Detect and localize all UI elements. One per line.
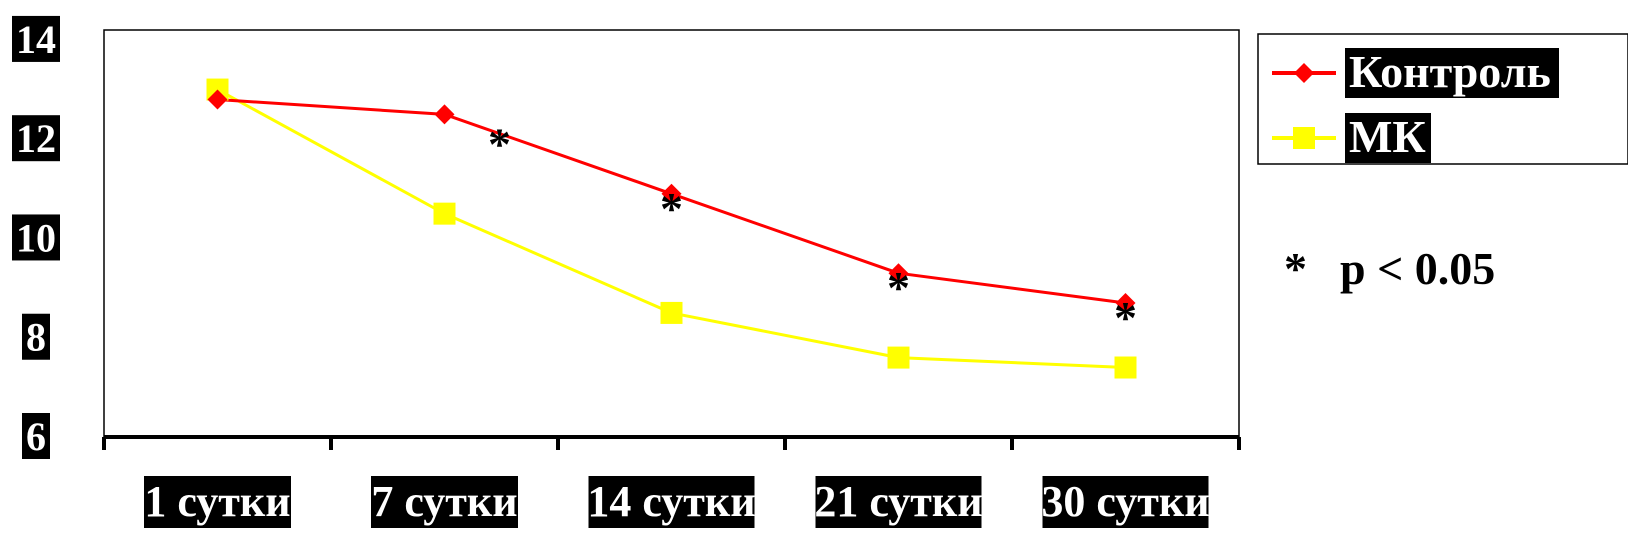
x-tick-bg-4 <box>1042 476 1209 528</box>
point-0-2 <box>661 183 682 204</box>
y-tick-bg-12 <box>12 115 60 162</box>
y-tick-label-10: 10 <box>16 215 56 260</box>
legend-label-control: Контроль <box>1349 46 1551 97</box>
significance-note: * p < 0.05 <box>1284 243 1495 294</box>
y-tick-label-8: 8 <box>26 315 46 360</box>
y-tick-label-14: 14 <box>16 17 56 62</box>
legend-label-bg-mk <box>1345 113 1431 163</box>
significance-star-0: * <box>488 118 511 169</box>
point-0-4 <box>1115 292 1136 313</box>
significance-star-2: * <box>887 262 910 313</box>
y-axis-ticks: 14 12 10 8 6 <box>12 15 60 459</box>
x-tick-label-3: 21 сутки <box>814 477 982 526</box>
x-tick-bg-1 <box>371 476 518 528</box>
note-star: * <box>1284 243 1307 294</box>
y-tick-label-12: 12 <box>16 116 56 161</box>
x-tick-label-4: 30 сутки <box>1041 477 1209 526</box>
plot-area-group <box>103 29 1240 439</box>
series-layer <box>206 78 1137 379</box>
significance-markers: * * * * <box>488 118 1137 343</box>
point-1-3 <box>887 346 910 369</box>
x-tick-bg-2 <box>588 476 755 528</box>
x-tick-label-1: 7 сутки <box>371 477 517 526</box>
legend-marker-mk <box>1293 127 1315 149</box>
x-tick-bg-3 <box>815 476 982 528</box>
legend-label-bg-control <box>1345 48 1559 98</box>
legend: Контроль МК <box>1257 33 1628 165</box>
y-tick-bg-8 <box>22 313 50 360</box>
x-tick-label-0: 1 сутки <box>144 477 290 526</box>
y-tick-label-6: 6 <box>26 414 46 459</box>
note-text: p < 0.05 <box>1340 243 1495 294</box>
point-0-0 <box>207 89 228 110</box>
x-axis-ticks: 1 сутки 7 сутки 14 сутки 21 сутки 30 сутки <box>102 437 1241 528</box>
legend-marker-control <box>1294 63 1314 83</box>
point-1-4 <box>1114 356 1137 379</box>
legend-label-mk: МК <box>1349 111 1426 162</box>
y-tick-bg-6 <box>22 413 50 459</box>
x-tick-label-2: 14 сутки <box>587 477 755 526</box>
point-1-1 <box>433 202 456 225</box>
y-tick-bg-14 <box>12 15 60 62</box>
point-0-1 <box>434 104 455 125</box>
point-0-3 <box>888 263 909 284</box>
significance-star-3: * <box>1114 292 1137 343</box>
plot-area <box>103 29 1240 438</box>
significance-star-1: * <box>660 183 683 234</box>
x-tick-bg-0 <box>144 476 291 528</box>
point-1-2 <box>660 301 683 324</box>
y-tick-bg-10 <box>12 214 60 261</box>
